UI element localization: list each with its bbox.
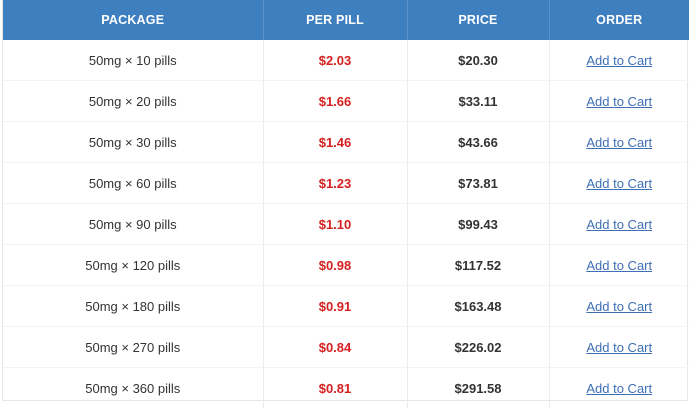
add-to-cart-link[interactable]: Add to Cart xyxy=(586,94,652,109)
table-row: 50mg × 180 pills $0.91 $163.48 Add to Ca… xyxy=(3,286,689,327)
price-cell: $73.81 xyxy=(407,163,549,204)
add-to-cart-link[interactable]: Add to Cart xyxy=(586,176,652,191)
per-pill-cell: $0.91 xyxy=(263,286,407,327)
per-pill-cell: $1.46 xyxy=(263,122,407,163)
table-row: 50mg × 90 pills $1.10 $99.43 Add to Cart xyxy=(3,204,689,245)
price-cell: $163.48 xyxy=(407,286,549,327)
pricing-table-container: PACKAGE PER PILL PRICE ORDER 50mg × 10 p… xyxy=(2,0,688,401)
per-pill-cell: $0.98 xyxy=(263,245,407,286)
table-row: 50mg × 10 pills $2.03 $20.30 Add to Cart xyxy=(3,40,689,81)
table-header: PACKAGE PER PILL PRICE ORDER xyxy=(3,0,689,40)
per-pill-cell: $0.84 xyxy=(263,327,407,368)
package-cell: 50mg × 90 pills xyxy=(3,204,263,245)
add-to-cart-link[interactable]: Add to Cart xyxy=(586,299,652,314)
header-row: PACKAGE PER PILL PRICE ORDER xyxy=(3,0,689,40)
package-cell: 50mg × 10 pills xyxy=(3,40,263,81)
per-pill-cell: $1.66 xyxy=(263,81,407,122)
order-cell: Add to Cart xyxy=(549,163,689,204)
per-pill-cell: $1.10 xyxy=(263,204,407,245)
order-cell: Add to Cart xyxy=(549,40,689,81)
price-cell: $226.02 xyxy=(407,327,549,368)
add-to-cart-link[interactable]: Add to Cart xyxy=(586,135,652,150)
package-cell: 50mg × 180 pills xyxy=(3,286,263,327)
add-to-cart-link[interactable]: Add to Cart xyxy=(586,53,652,68)
header-order: ORDER xyxy=(549,0,689,40)
header-price: PRICE xyxy=(407,0,549,40)
table-row: 50mg × 60 pills $1.23 $73.81 Add to Cart xyxy=(3,163,689,204)
price-cell: $33.11 xyxy=(407,81,549,122)
table-row: 50mg × 30 pills $1.46 $43.66 Add to Cart xyxy=(3,122,689,163)
package-cell: 50mg × 60 pills xyxy=(3,163,263,204)
add-to-cart-link[interactable]: Add to Cart xyxy=(586,340,652,355)
per-pill-cell: $2.03 xyxy=(263,40,407,81)
order-cell: Add to Cart xyxy=(549,81,689,122)
per-pill-cell: $1.23 xyxy=(263,163,407,204)
order-cell: Add to Cart xyxy=(549,122,689,163)
order-cell: Add to Cart xyxy=(549,286,689,327)
package-cell: 50mg × 30 pills xyxy=(3,122,263,163)
add-to-cart-link[interactable]: Add to Cart xyxy=(586,258,652,273)
price-cell: $20.30 xyxy=(407,40,549,81)
table-row: 50mg × 270 pills $0.84 $226.02 Add to Ca… xyxy=(3,327,689,368)
table-body: 50mg × 10 pills $2.03 $20.30 Add to Cart… xyxy=(3,40,689,408)
table-row: 50mg × 20 pills $1.66 $33.11 Add to Cart xyxy=(3,81,689,122)
header-package: PACKAGE xyxy=(3,0,263,40)
header-per-pill: PER PILL xyxy=(263,0,407,40)
add-to-cart-link[interactable]: Add to Cart xyxy=(586,381,652,396)
add-to-cart-link[interactable]: Add to Cart xyxy=(586,217,652,232)
table-row: 50mg × 120 pills $0.98 $117.52 Add to Ca… xyxy=(3,245,689,286)
order-cell: Add to Cart xyxy=(549,327,689,368)
package-cell: 50mg × 20 pills xyxy=(3,81,263,122)
price-cell: $99.43 xyxy=(407,204,549,245)
price-cell: $117.52 xyxy=(407,245,549,286)
pricing-table: PACKAGE PER PILL PRICE ORDER 50mg × 10 p… xyxy=(3,0,689,408)
order-cell: Add to Cart xyxy=(549,204,689,245)
price-cell: $43.66 xyxy=(407,122,549,163)
order-cell: Add to Cart xyxy=(549,245,689,286)
package-cell: 50mg × 120 pills xyxy=(3,245,263,286)
package-cell: 50mg × 270 pills xyxy=(3,327,263,368)
